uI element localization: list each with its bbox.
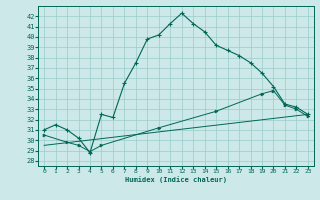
X-axis label: Humidex (Indice chaleur): Humidex (Indice chaleur) — [125, 176, 227, 183]
